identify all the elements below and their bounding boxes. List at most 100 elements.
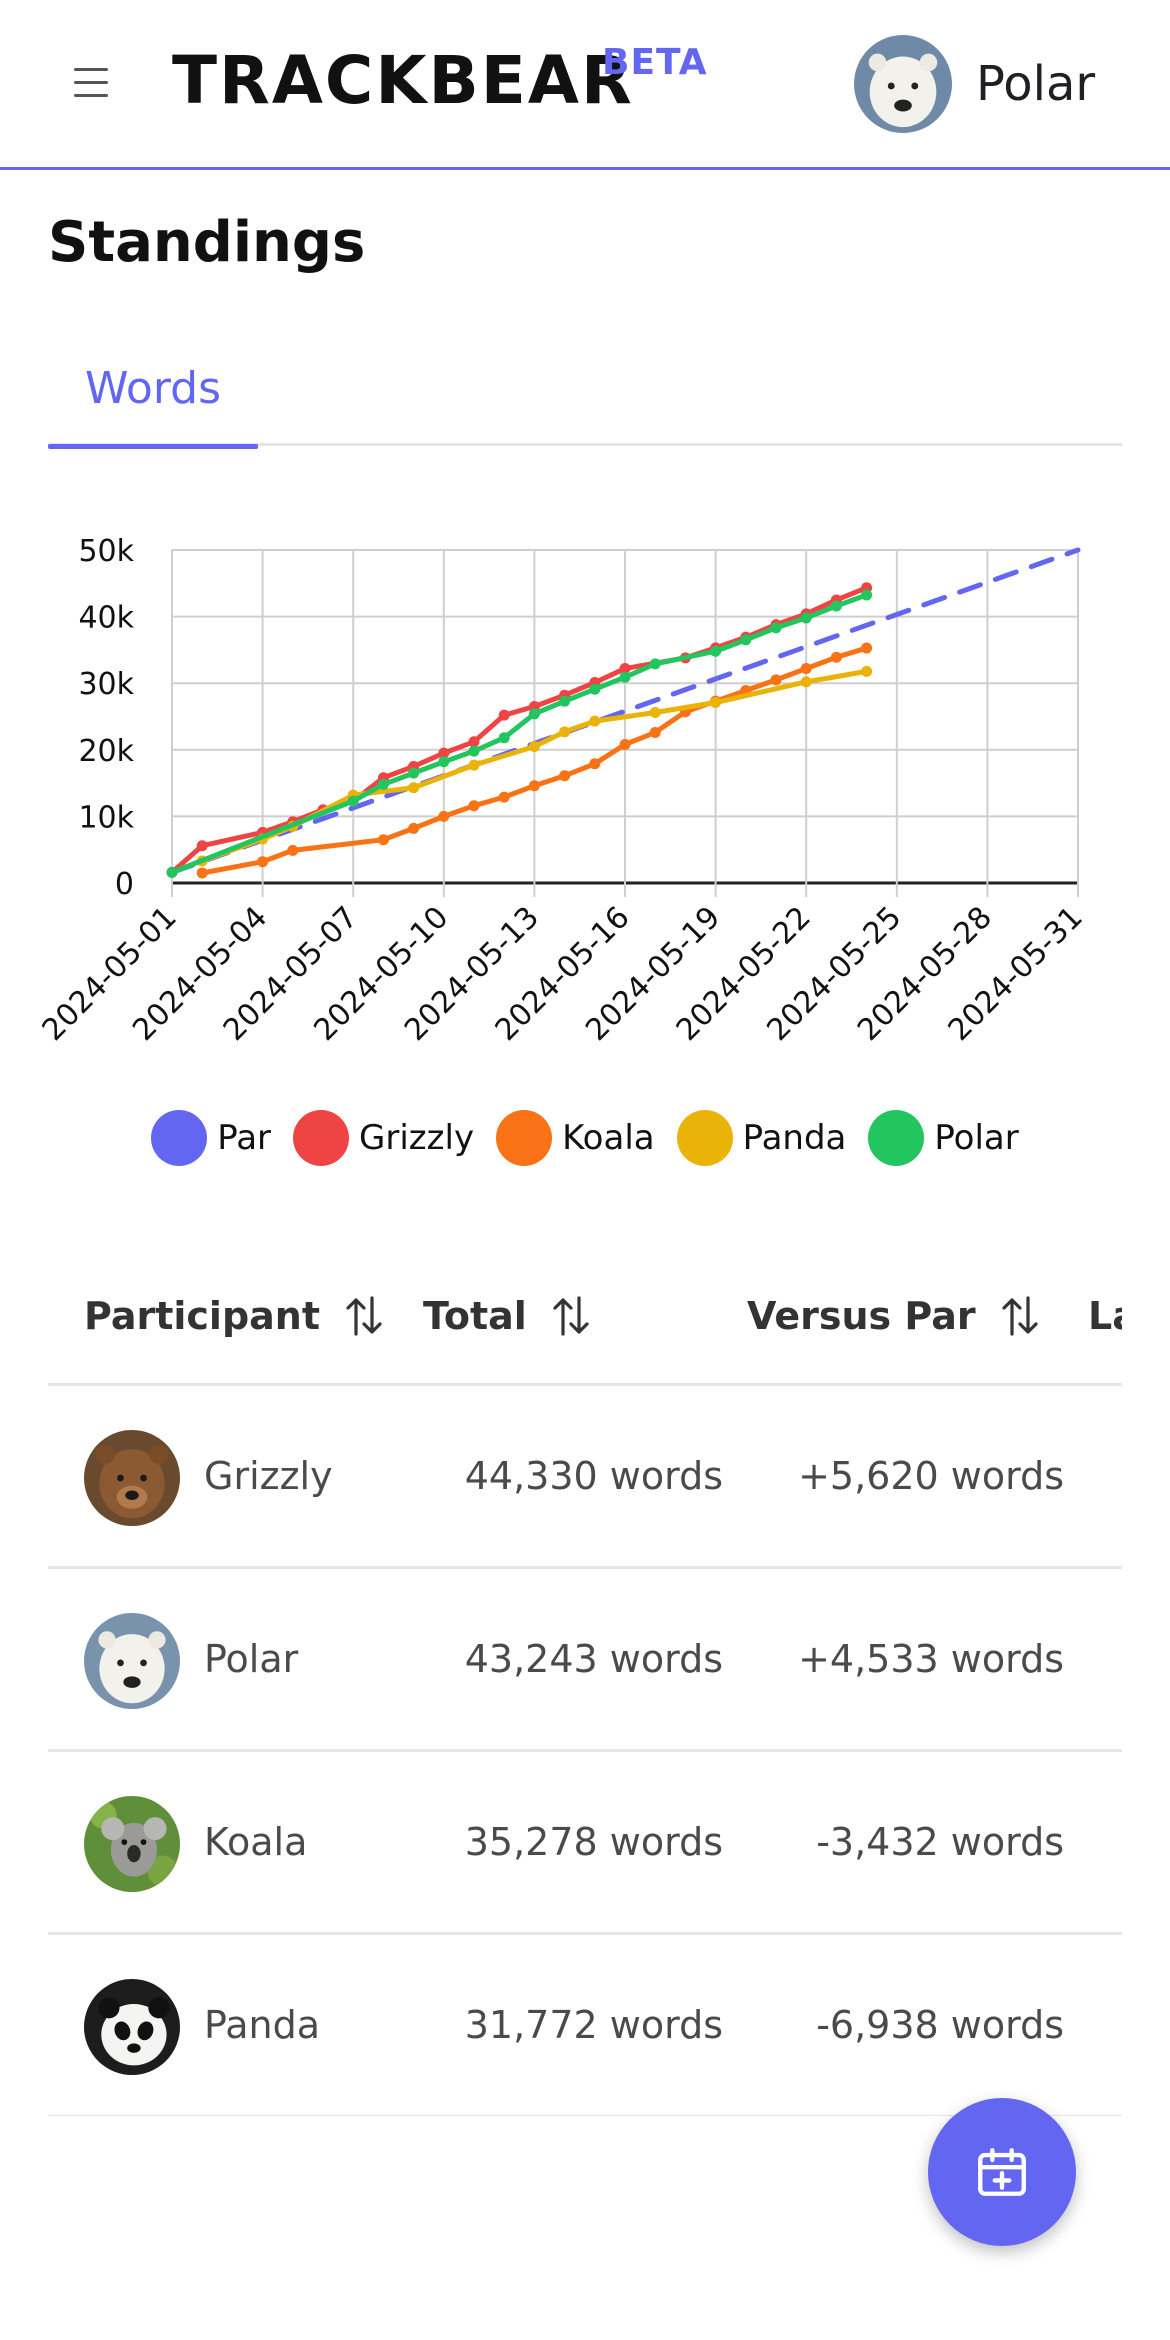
table-header: Participant Total Versus Par La	[48, 1246, 1122, 1386]
y-tick-label: 30k	[78, 667, 134, 702]
total-value: 43,243 words	[464, 1637, 723, 1681]
legend-swatch	[868, 1110, 925, 1166]
tab-words[interactable]: Words	[48, 330, 258, 449]
total-value: 35,278 words	[464, 1820, 723, 1864]
y-tick-label: 10k	[78, 800, 134, 835]
data-point-koala	[770, 674, 782, 686]
data-point-koala	[438, 810, 450, 822]
data-point-polar	[770, 622, 782, 634]
data-point-polar	[377, 778, 389, 790]
column-header-versus-par[interactable]: Versus Par	[747, 1246, 1042, 1386]
data-point-koala	[257, 856, 269, 868]
sort-icon	[1001, 1296, 1038, 1336]
data-point-polar	[740, 634, 752, 646]
participant-name: Grizzly	[204, 1454, 333, 1498]
versus-par-cell: -6,938 words	[648, 1935, 1064, 2115]
column-label: Total	[423, 1294, 527, 1338]
data-point-panda	[528, 740, 540, 752]
beta-badge: BETA	[602, 42, 708, 83]
data-point-panda	[861, 665, 873, 677]
legend-label: Koala	[562, 1118, 655, 1158]
data-point-polar	[710, 645, 722, 657]
data-point-polar	[861, 589, 873, 601]
data-point-grizzly	[498, 709, 510, 721]
avatar	[84, 1796, 180, 1892]
data-point-koala	[559, 770, 571, 782]
versus-par-value: +4,533 words	[798, 1637, 1064, 1681]
column-header-last[interactable]: La	[1088, 1246, 1122, 1386]
chart-legend: Par Grizzly Koala Panda Polar	[0, 1110, 1170, 1166]
table-row[interactable]: Panda 31,772 words -6,938 words	[48, 1935, 1122, 2116]
column-header-total[interactable]: Total	[423, 1246, 593, 1386]
total-value: 31,772 words	[464, 2003, 723, 2047]
data-point-koala	[498, 791, 510, 803]
data-point-koala	[589, 758, 601, 770]
table-row[interactable]: Grizzly 44,330 words +5,620 words	[48, 1386, 1122, 1569]
participant-name: Koala	[204, 1820, 308, 1864]
versus-par-cell: +5,620 words	[648, 1386, 1064, 1566]
data-point-panda	[710, 697, 722, 709]
data-point-panda	[408, 782, 420, 794]
data-point-panda	[589, 715, 601, 727]
series-line-polar	[169, 592, 870, 875]
legend-item-polar[interactable]: Polar	[868, 1110, 1019, 1166]
column-label: La	[1088, 1294, 1122, 1338]
data-point-panda	[559, 726, 571, 738]
y-tick-label: 50k	[78, 534, 134, 569]
data-point-polar	[649, 658, 661, 670]
data-point-polar	[528, 708, 540, 720]
participant-name: Panda	[204, 2003, 320, 2047]
data-point-polar	[166, 866, 178, 878]
page-title: Standings	[48, 210, 366, 275]
hamburger-menu-icon[interactable]	[66, 64, 116, 104]
versus-par-value: -6,938 words	[816, 2003, 1064, 2047]
data-point-koala	[800, 663, 812, 675]
legend-swatch	[151, 1110, 208, 1166]
data-point-koala	[377, 834, 389, 846]
versus-par-cell: -3,432 words	[648, 1752, 1064, 1932]
data-point-koala	[408, 822, 420, 834]
data-point-koala	[196, 867, 208, 879]
data-point-koala	[468, 800, 480, 812]
add-entry-button[interactable]	[928, 2098, 1076, 2246]
legend-item-par[interactable]: Par	[151, 1110, 271, 1166]
data-point-koala	[619, 738, 631, 750]
legend-item-grizzly[interactable]: Grizzly	[293, 1110, 474, 1166]
legend-label: Grizzly	[359, 1118, 475, 1158]
data-point-koala	[861, 642, 873, 654]
legend-label: Par	[217, 1118, 272, 1158]
data-point-polar	[468, 745, 480, 757]
versus-par-value: -3,432 words	[816, 1820, 1064, 1864]
data-point-panda	[800, 676, 812, 688]
column-label: Versus Par	[747, 1294, 976, 1338]
top-app-bar: TRACKBEAR BETA Polar	[0, 0, 1170, 170]
data-point-grizzly	[196, 840, 208, 852]
avatar	[84, 1979, 180, 2075]
data-point-panda	[649, 707, 661, 719]
column-label: Participant	[84, 1294, 321, 1338]
data-point-koala	[830, 651, 842, 663]
legend-label: Polar	[934, 1118, 1019, 1158]
data-point-polar	[498, 732, 510, 744]
legend-item-koala[interactable]: Koala	[496, 1110, 655, 1166]
data-point-grizzly	[619, 663, 631, 675]
user-name: Polar	[976, 56, 1096, 112]
tab-label: Words	[84, 362, 222, 414]
legend-item-panda[interactable]: Panda	[676, 1110, 847, 1166]
data-point-polar	[800, 612, 812, 624]
versus-par-cell: +4,533 words	[648, 1569, 1064, 1749]
calendar-plus-icon	[978, 2148, 1026, 2196]
y-tick-label: 20k	[78, 734, 134, 769]
table-row[interactable]: Polar 43,243 words +4,533 words	[48, 1569, 1122, 1752]
data-point-grizzly	[438, 747, 450, 759]
total-cell: 31,772 words	[303, 1935, 723, 2115]
user-menu[interactable]: Polar	[854, 34, 1095, 134]
legend-label: Panda	[742, 1118, 847, 1158]
column-header-participant[interactable]: Participant	[84, 1246, 386, 1386]
data-point-polar	[830, 600, 842, 612]
avatar	[84, 1430, 180, 1526]
brand-logo[interactable]: TRACKBEAR BETA	[172, 36, 707, 126]
series-line-par	[169, 547, 1081, 875]
versus-par-value: +5,620 words	[798, 1454, 1064, 1498]
table-row[interactable]: Koala 35,278 words -3,432 words	[48, 1752, 1122, 1935]
